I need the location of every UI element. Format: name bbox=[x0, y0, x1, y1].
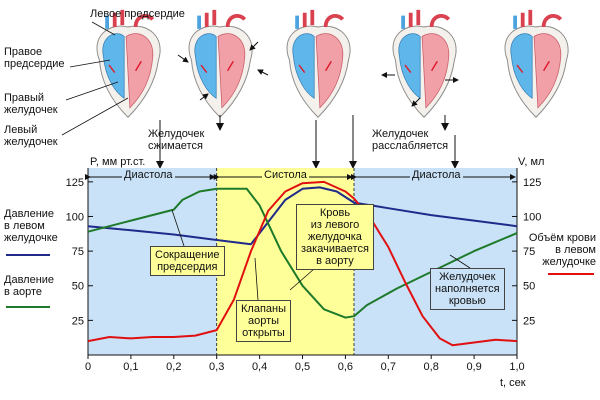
phase-arrows bbox=[156, 115, 459, 169]
heart-illustration-5 bbox=[503, 7, 571, 120]
x-tick-label: 0,4 bbox=[252, 361, 267, 373]
x-tick-label: 0,1 bbox=[123, 361, 138, 373]
legend-label-aorta-pressure: Давление в аорте bbox=[4, 274, 55, 298]
y-axis-left-title: P, мм рт.ст. bbox=[90, 156, 146, 168]
label-right-ventricle: Правый желудочек bbox=[4, 92, 58, 116]
y-tick-label-right: 75 bbox=[523, 246, 535, 258]
series-lv-pressure bbox=[87, 186, 518, 246]
x-tick-label: 0,6 bbox=[338, 361, 353, 373]
x-tick-label: 0 bbox=[85, 361, 91, 373]
x-tick-label: 0,2 bbox=[166, 361, 181, 373]
phase-label-diastole-1: Диастола bbox=[122, 169, 175, 181]
heart-illustration-1 bbox=[95, 7, 163, 120]
legend-label-lv-volume: Объём крови в левом желудочке bbox=[528, 232, 596, 268]
y-tick-label-left: 100 bbox=[66, 211, 84, 223]
x-tick-label: 0,3 bbox=[209, 361, 224, 373]
callout-aortic-valves-open: Клапаны аорты открыты bbox=[236, 300, 291, 342]
y-tick-label-right: 100 bbox=[523, 211, 541, 223]
y-tick-label-left: 125 bbox=[66, 177, 84, 189]
legend-label-lv-pressure: Давление в левом желудочке bbox=[4, 208, 58, 244]
heart-illustration-2 bbox=[187, 7, 255, 120]
y-tick-label-left: 25 bbox=[72, 315, 84, 327]
label-left-atrium: Левое предсердие bbox=[90, 8, 185, 20]
y-axis-right-title: V, мл bbox=[518, 156, 545, 168]
relaxation-arrows bbox=[381, 72, 459, 107]
callout-ventricle-fills: Желудочек наполняется кровью bbox=[430, 268, 505, 310]
x-axis-title: t, сек bbox=[500, 377, 526, 389]
y-tick-label-left: 50 bbox=[72, 281, 84, 293]
y-tick-label-right: 125 bbox=[523, 177, 541, 189]
annotation-ventricle-relaxes: Желудочек расслабляется bbox=[372, 128, 449, 152]
heart-illustration-3 bbox=[285, 7, 353, 120]
x-tick-label: 1,0 bbox=[509, 361, 524, 373]
y-tick-label-right: 25 bbox=[523, 315, 535, 327]
phase-label-diastole-2: Диастола bbox=[410, 169, 463, 181]
label-left-ventricle: Левый желудочек bbox=[4, 124, 58, 148]
series-aorta-pressure bbox=[87, 187, 518, 319]
x-tick-label: 0,8 bbox=[424, 361, 439, 373]
callout-atrial-contraction: Сокращение предсердия bbox=[150, 246, 225, 276]
heart-label-leaders bbox=[61, 21, 129, 136]
phase-band-diastole-2 bbox=[353, 168, 517, 355]
x-tick-label: 0,7 bbox=[381, 361, 396, 373]
contraction-arrows bbox=[177, 41, 269, 101]
x-tick-label: 0,5 bbox=[295, 361, 310, 373]
heart-illustration-4 bbox=[391, 7, 459, 120]
label-right-atrium: Правое предсердие bbox=[4, 46, 65, 70]
y-tick-label-right: 50 bbox=[523, 281, 535, 293]
series-lv-volume bbox=[87, 180, 518, 347]
annotation-ventricle-contracts: Желудочек сжимается bbox=[148, 128, 205, 152]
x-tick-label: 0,9 bbox=[466, 361, 481, 373]
phase-label-systole: Систола bbox=[262, 169, 309, 181]
y-tick-label-left: 75 bbox=[72, 246, 84, 258]
callout-blood-pumped: Кровь из левого желудочка закачивается в… bbox=[296, 204, 374, 270]
